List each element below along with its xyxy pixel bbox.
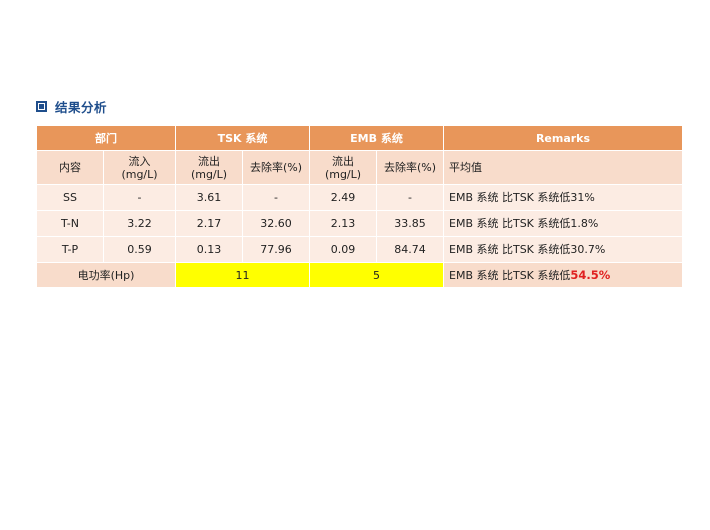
cell-item: T-P (36, 236, 104, 263)
cell-emb-outflow: 2.49 (309, 184, 377, 211)
cell-tsk-outflow: 2.17 (175, 210, 243, 237)
subheader-emb-outflow: 流出 (mg/L) (309, 150, 377, 185)
subheader-inflow: 流入 (mg/L) (103, 150, 176, 185)
section-heading: 结果分析 (36, 97, 107, 115)
result-table: 部门 TSK 系统 EMB 系统 Remarks 内容 流入 (mg/L) 流出… (36, 125, 683, 288)
subheader-emb-outflow-unit: (mg/L) (324, 167, 362, 181)
subheader-tsk-outflow-label: 流出 (198, 154, 220, 168)
cell-tsk-outflow: 0.13 (175, 236, 243, 263)
cell-inflow: 3.22 (103, 210, 176, 237)
cell-tsk-outflow: 3.61 (175, 184, 243, 211)
cell-inflow: - (103, 184, 176, 211)
cell-remark: EMB 系统 比TSK 系统低1.8% (443, 210, 683, 237)
subheader-tsk-removal: 去除率(%) (242, 150, 310, 185)
power-label: 电功率(Hp) (36, 262, 176, 288)
cell-emb-outflow: 2.13 (309, 210, 377, 237)
table-row: SS - 3.61 - 2.49 - EMB 系统 比TSK 系统低31% (36, 184, 683, 211)
cell-item: SS (36, 184, 104, 211)
subheader-inflow-unit: (mg/L) (121, 167, 158, 181)
power-remark-text: EMB 系统 比TSK 系统低 (449, 268, 571, 282)
subheader-emb-outflow-label: 流出 (332, 154, 354, 168)
cell-emb-removal: - (376, 184, 444, 211)
power-remark-highlight: 54.5% (570, 267, 611, 282)
table-row: T-P 0.59 0.13 77.96 0.09 84.74 EMB 系统 比T… (36, 236, 683, 263)
header-tsk-system: TSK 系统 (175, 125, 310, 151)
cell-tsk-removal: 32.60 (242, 210, 310, 237)
header-dept: 部门 (36, 125, 176, 151)
subheader-inflow-label: 流入 (128, 154, 151, 168)
cell-tsk-removal: - (242, 184, 310, 211)
cell-inflow: 0.59 (103, 236, 176, 263)
power-remark: EMB 系统 比TSK 系统低54.5% (443, 262, 683, 288)
subheader-tsk-outflow: 流出 (mg/L) (175, 150, 243, 185)
section-title: 结果分析 (55, 99, 108, 115)
cell-emb-removal: 33.85 (376, 210, 444, 237)
table-row: T-N 3.22 2.17 32.60 2.13 33.85 EMB 系统 比T… (36, 210, 683, 237)
cell-remark: EMB 系统 比TSK 系统低30.7% (443, 236, 683, 263)
cell-emb-outflow: 0.09 (309, 236, 377, 263)
cell-remark: EMB 系统 比TSK 系统低31% (443, 184, 683, 211)
sub-header-row: 内容 流入 (mg/L) 流出 (mg/L) 去除率(%) 流出 (mg/L) … (36, 150, 683, 185)
power-emb-value: 5 (309, 262, 444, 288)
square-bullet-icon (36, 100, 47, 112)
header-emb-system: EMB 系统 (309, 125, 444, 151)
subheader-content: 内容 (36, 150, 104, 185)
subheader-emb-removal: 去除率(%) (376, 150, 444, 185)
cell-item: T-N (36, 210, 104, 237)
cell-emb-removal: 84.74 (376, 236, 444, 263)
subheader-tsk-outflow-unit: (mg/L) (190, 167, 228, 181)
power-tsk-value: 11 (175, 262, 310, 288)
header-remarks: Remarks (443, 125, 683, 151)
cell-tsk-removal: 77.96 (242, 236, 310, 263)
group-header-row: 部门 TSK 系统 EMB 系统 Remarks (36, 125, 683, 151)
subheader-average: 平均值 (443, 150, 683, 185)
power-row: 电功率(Hp) 11 5 EMB 系统 比TSK 系统低54.5% (36, 262, 683, 288)
